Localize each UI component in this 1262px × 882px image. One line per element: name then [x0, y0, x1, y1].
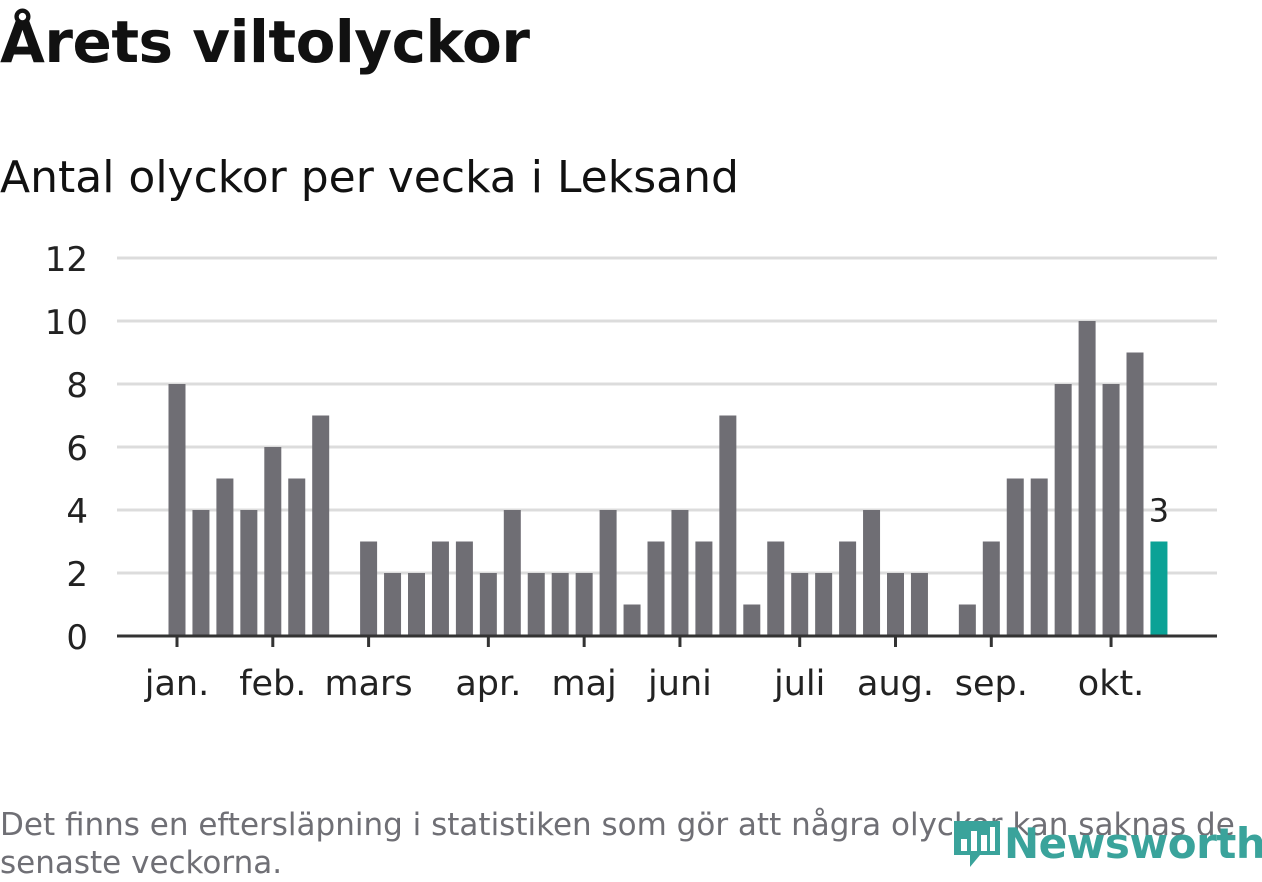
bar-week-9 [360, 541, 378, 636]
footnote: Det finns en eftersläpning i statistiken… [0, 807, 1235, 881]
y-tick-label: 12 [45, 240, 88, 280]
gridlines [117, 256, 1217, 575]
x-tick-label-sep: sep. [955, 664, 1028, 704]
y-tick-label: 10 [45, 303, 88, 343]
bars [168, 321, 1168, 636]
highlight-value-label: 3 [1149, 492, 1169, 530]
bar-week-27 [791, 573, 809, 636]
bar-week-21 [647, 541, 665, 636]
bar-week-10 [384, 573, 402, 636]
bar-week-41 [1126, 352, 1144, 636]
bar-week-6 [288, 478, 306, 636]
bar-week-14 [479, 573, 497, 636]
bar-week-22 [671, 510, 689, 636]
x-tick-label-mars: mars [325, 664, 413, 704]
bar-week-28 [815, 573, 833, 636]
bar-week-16 [527, 573, 545, 636]
x-tick-label-jan: jan. [144, 664, 209, 704]
bar-week-38 [1054, 384, 1072, 636]
bar-week-11 [408, 573, 425, 636]
bar-week-15 [503, 510, 521, 636]
bar-week-5 [264, 447, 282, 636]
bar-week-13 [455, 541, 473, 636]
x-tick-label-aug: aug. [857, 664, 934, 704]
bar-week-23 [695, 541, 713, 636]
bar-week-2 [192, 510, 210, 636]
y-tick-label: 8 [66, 366, 88, 406]
brand-name: Newsworthy [1004, 818, 1262, 868]
x-tick-label-okt: okt. [1078, 664, 1145, 704]
y-tick-label: 4 [66, 492, 88, 532]
x-axis [117, 634, 1217, 647]
bar-week-37 [1030, 478, 1048, 636]
bar-week-7 [312, 415, 330, 636]
x-tick-label-juni: juni [647, 664, 712, 704]
bar-week-17 [551, 573, 569, 636]
bar-week-36 [1006, 478, 1024, 636]
bar-week-30 [863, 510, 881, 636]
bar-week-20 [623, 604, 641, 636]
bar-week-4 [240, 510, 258, 636]
bar-week-19 [599, 510, 617, 636]
newsworthy-logo-icon [954, 821, 1000, 867]
bar-week-31 [887, 573, 904, 636]
newsworthy-logo: Newsworthy [950, 815, 1262, 871]
chart-subtitle: Antal olyckor per vecka i Leksand [0, 152, 739, 203]
bar-week-32 [910, 573, 928, 636]
x-tick-label-apr: apr. [455, 664, 521, 704]
x-tick-label-feb: feb. [239, 664, 306, 704]
bar-week-3 [216, 478, 234, 636]
bar-week-34 [958, 604, 976, 636]
y-tick-label: 2 [66, 555, 88, 595]
bar-chart: 0 2 4 6 8 10 12 3 jan. feb. mars apr. maj juni juli aug… [45, 240, 1217, 704]
bar-week-40 [1102, 384, 1120, 636]
x-tick-label-juli: juli [773, 664, 825, 704]
bar-week-35 [982, 541, 1000, 636]
chart-title: Årets viltolyckor [0, 8, 530, 76]
bar-current-week [1150, 541, 1168, 636]
bar-week-24 [719, 415, 737, 636]
bar-week-1 [168, 384, 186, 636]
y-tick-label: 0 [66, 618, 88, 658]
bar-week-39 [1078, 321, 1096, 636]
bar-week-26 [767, 541, 785, 636]
bar-week-25 [743, 604, 761, 636]
x-tick-label-maj: maj [552, 664, 617, 704]
bar-week-29 [839, 541, 857, 636]
bar-week-12 [431, 541, 449, 636]
bar-week-18 [575, 573, 593, 636]
labels: 0 2 4 6 8 10 12 3 jan. feb. mars apr. maj juni juli aug… [45, 240, 1169, 704]
y-tick-label: 6 [66, 429, 88, 469]
